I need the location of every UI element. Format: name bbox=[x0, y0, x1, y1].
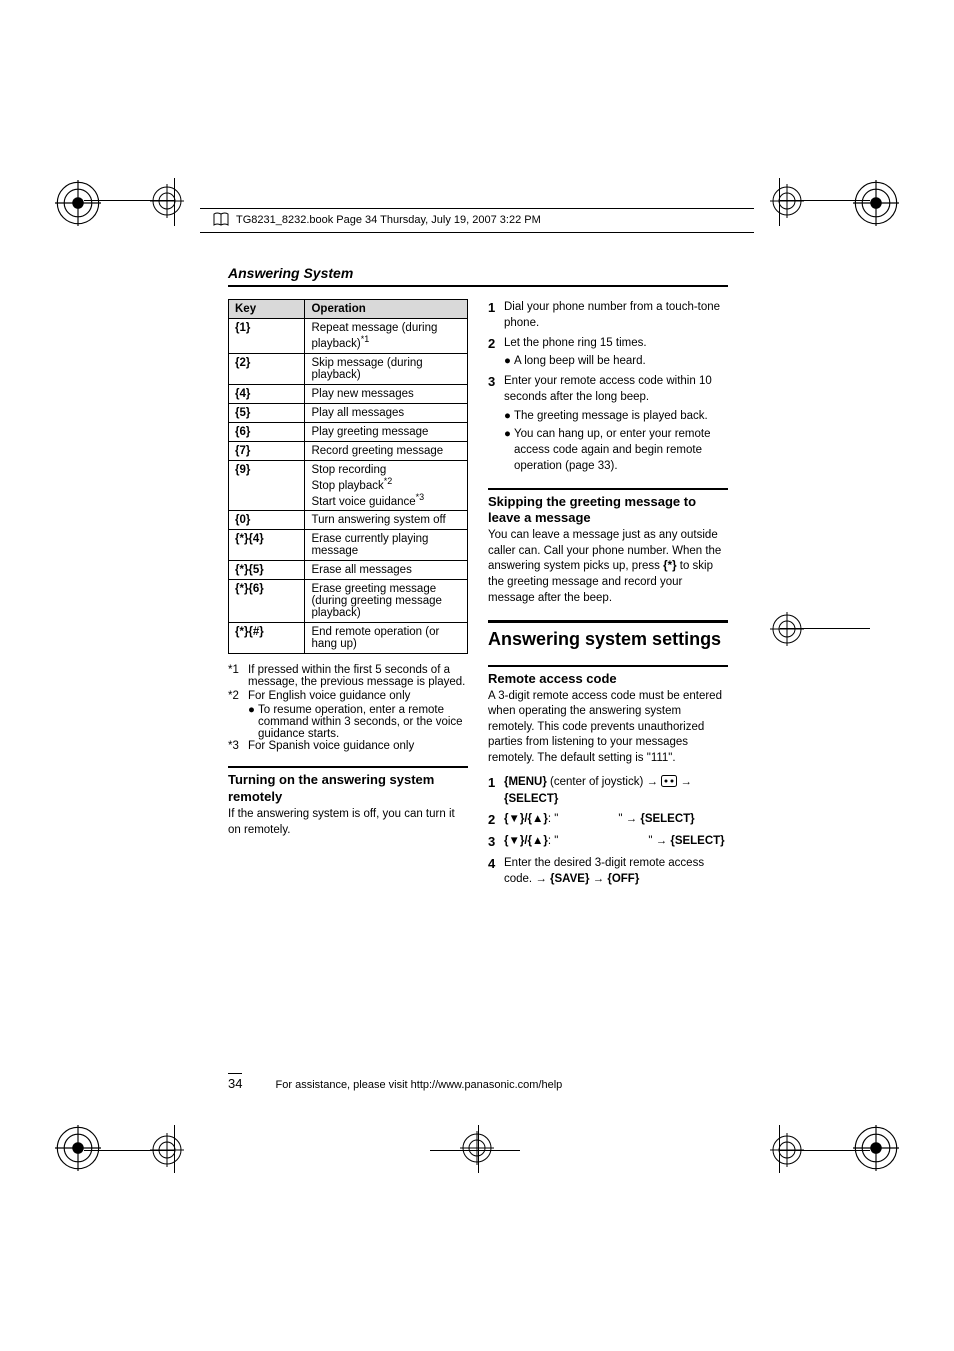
fn1-tag: *1 bbox=[228, 664, 248, 688]
table-row: {0}Turn answering system off bbox=[229, 511, 468, 530]
step-number: 1 bbox=[488, 299, 504, 331]
table-row: {4}Play new messages bbox=[229, 384, 468, 403]
registration-mark-icon bbox=[460, 1131, 494, 1165]
section-title: Answering System bbox=[228, 265, 728, 281]
page-number: 34 bbox=[228, 1073, 242, 1091]
step-text: {MENU} (center of joystick) → → {SELECT} bbox=[504, 774, 728, 806]
step-number: 4 bbox=[488, 855, 504, 887]
key-cell: {4} bbox=[229, 384, 305, 403]
step-number: 3 bbox=[488, 833, 504, 851]
key-cell: {0} bbox=[229, 511, 305, 530]
section-rule bbox=[228, 285, 728, 287]
fn2-text: For English voice guidance only bbox=[248, 690, 468, 702]
fn3-text: For Spanish voice guidance only bbox=[248, 740, 468, 752]
table-row: {7}Record greeting message bbox=[229, 441, 468, 460]
key-cell: {7} bbox=[229, 441, 305, 460]
op-cell: Play all messages bbox=[305, 403, 468, 422]
op-cell: Repeat message (during playback)*1 bbox=[305, 319, 468, 354]
footer: 34 For assistance, please visit http://w… bbox=[228, 1073, 728, 1091]
table-row: {5}Play all messages bbox=[229, 403, 468, 422]
subsection-rule bbox=[488, 665, 728, 667]
op-cell: Play new messages bbox=[305, 384, 468, 403]
op-cell: Erase currently playing message bbox=[305, 530, 468, 561]
registration-mark-icon bbox=[853, 1125, 899, 1171]
op-cell: Record greeting message bbox=[305, 441, 468, 460]
key-cell: {*}{4} bbox=[229, 530, 305, 561]
registration-mark-icon bbox=[55, 180, 101, 226]
step-number: 2 bbox=[488, 811, 504, 829]
step-number: 2 bbox=[488, 335, 504, 369]
op-cell: Skip message (during playback) bbox=[305, 353, 468, 384]
book-icon bbox=[212, 211, 230, 229]
rac-steps: 1{MENU} (center of joystick) → → {SELECT… bbox=[488, 774, 728, 887]
left-column: Key Operation {1}Repeat message (during … bbox=[228, 299, 468, 891]
table-row: {*}{4}Erase currently playing message bbox=[229, 530, 468, 561]
assist-text: For assistance, please visit http://www.… bbox=[276, 1079, 563, 1091]
op-cell: Erase all messages bbox=[305, 561, 468, 580]
key-cell: {2} bbox=[229, 353, 305, 384]
registration-mark-icon bbox=[853, 180, 899, 226]
registration-mark-icon bbox=[770, 184, 804, 218]
key-cell: {*}{6} bbox=[229, 580, 305, 623]
rac-heading: Remote access code bbox=[488, 671, 728, 687]
key-cell: {*}{#} bbox=[229, 623, 305, 654]
step-number: 1 bbox=[488, 774, 504, 806]
table-row: {9}Stop recordingStop playback*2Start vo… bbox=[229, 460, 468, 511]
step-number: 3 bbox=[488, 373, 504, 474]
key-cell: {5} bbox=[229, 403, 305, 422]
rac-para: A 3-digit remote access code must be ent… bbox=[488, 689, 728, 767]
bullet-icon: ● bbox=[504, 426, 514, 474]
key-cell: {*}{5} bbox=[229, 561, 305, 580]
table-row: {6}Play greeting message bbox=[229, 422, 468, 441]
subsection-rule bbox=[228, 766, 468, 768]
th-op: Operation bbox=[305, 300, 468, 319]
major-section-rule bbox=[488, 620, 728, 623]
book-header-text: TG8231_8232.book Page 34 Thursday, July … bbox=[236, 214, 541, 226]
fn3-tag: *3 bbox=[228, 740, 248, 752]
key-cell: {6} bbox=[229, 422, 305, 441]
framemaker-header: TG8231_8232.book Page 34 Thursday, July … bbox=[200, 208, 754, 233]
settings-heading: Answering system settings bbox=[488, 629, 728, 651]
registration-mark-icon bbox=[770, 1133, 804, 1167]
footnotes: *1If pressed within the first 5 seconds … bbox=[228, 664, 468, 752]
skip-greeting-para: You can leave a message just as any outs… bbox=[488, 528, 728, 606]
key-operation-table: Key Operation {1}Repeat message (during … bbox=[228, 299, 468, 654]
step-text: {▼}/{▲}: "" → {SELECT} bbox=[504, 833, 728, 851]
key-cell: {1} bbox=[229, 319, 305, 354]
registration-mark-icon bbox=[150, 184, 184, 218]
table-row: {*}{#}End remote operation (or hang up) bbox=[229, 623, 468, 654]
skip-greeting-heading: Skipping the greeting message to leave a… bbox=[488, 494, 728, 527]
step-text: Dial your phone number from a touch-tone… bbox=[504, 299, 728, 331]
table-row: {*}{5}Erase all messages bbox=[229, 561, 468, 580]
table-row: {2}Skip message (during playback) bbox=[229, 353, 468, 384]
fn1-text: If pressed within the first 5 seconds of… bbox=[248, 664, 468, 688]
registration-mark-icon bbox=[150, 1133, 184, 1167]
turn-on-remote-para: If the answering system is off, you can … bbox=[228, 807, 468, 838]
step-text: Enter the desired 3-digit remote access … bbox=[504, 855, 728, 887]
table-row: {*}{6}Erase greeting message (during gre… bbox=[229, 580, 468, 623]
bullet-icon: ● bbox=[504, 408, 514, 424]
remote-steps: 1Dial your phone number from a touch-ton… bbox=[488, 299, 728, 474]
subsection-rule bbox=[488, 488, 728, 490]
op-cell: End remote operation (or hang up) bbox=[305, 623, 468, 654]
op-cell: Turn answering system off bbox=[305, 511, 468, 530]
op-cell: Erase greeting message (during greeting … bbox=[305, 580, 468, 623]
table-row: {1}Repeat message (during playback)*1 bbox=[229, 319, 468, 354]
step-text: Enter your remote access code within 10 … bbox=[504, 373, 728, 474]
th-key: Key bbox=[229, 300, 305, 319]
fn2-tag: *2 bbox=[228, 690, 248, 702]
right-column: 1Dial your phone number from a touch-ton… bbox=[488, 299, 728, 891]
step-text: Let the phone ring 15 times. ●A long bee… bbox=[504, 335, 728, 369]
bullet-icon: ● bbox=[504, 353, 514, 369]
registration-mark-icon bbox=[770, 612, 804, 646]
key-cell: {9} bbox=[229, 460, 305, 511]
bullet-icon: ● bbox=[248, 704, 258, 740]
fn2-sub: To resume operation, enter a remote comm… bbox=[258, 704, 468, 740]
op-cell: Play greeting message bbox=[305, 422, 468, 441]
registration-mark-icon bbox=[55, 1125, 101, 1171]
page-body: Answering System Key Operation {1}Repeat… bbox=[228, 265, 728, 891]
op-cell: Stop recordingStop playback*2Start voice… bbox=[305, 460, 468, 511]
turn-on-remote-heading: Turning on the answering system remotely bbox=[228, 772, 468, 805]
step-text: {▼}/{▲}: "" → {SELECT} bbox=[504, 811, 728, 829]
